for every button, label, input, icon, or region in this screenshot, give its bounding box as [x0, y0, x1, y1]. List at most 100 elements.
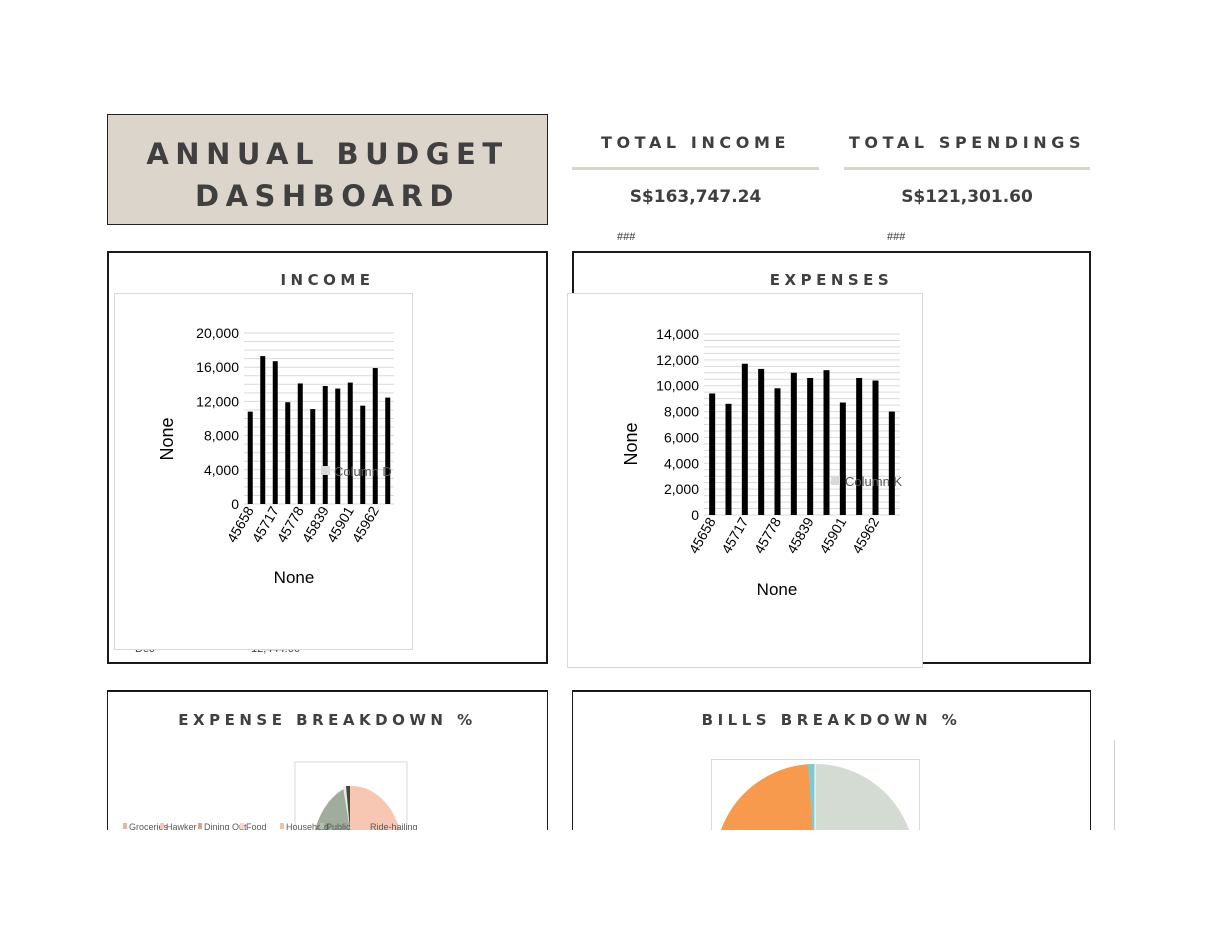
expenses-y-tick-label: 14,000 [656, 326, 699, 342]
bills-breakdown-top-border [572, 690, 1091, 692]
expenses-x-tick-label: 45778 [751, 514, 784, 556]
income-bar [247, 411, 253, 504]
income-x-axis-title: None [274, 568, 315, 587]
income-panel: INCOME [107, 251, 548, 664]
expense-legend-label: Household [286, 822, 329, 830]
expenses-legend-swatch [831, 476, 840, 485]
expense-legend-swatch [123, 823, 127, 829]
expense-breakdown-chart[interactable]: Groceries Hawker Dining Out Food Household Pu… [115, 760, 425, 830]
income-y-tick-label: 4,000 [204, 462, 239, 478]
income-y-ticks: 0 4,000 8,000 12,000 16,000 20,000 [196, 325, 239, 512]
income-y-tick-label: 8,000 [204, 428, 239, 444]
expenses-x-tick-label: 45901 [816, 514, 849, 556]
bills-breakdown-left-border [572, 690, 573, 830]
expenses-bar [709, 393, 716, 515]
expense-legend-label: Food [246, 822, 267, 830]
expenses-y-ticks: 0 2,000 4,000 6,000 8,000 10,000 12,000 14,000 [656, 326, 699, 523]
income-y-tick-label: 0 [231, 496, 239, 512]
expenses-bar [807, 377, 814, 515]
expense-legend-label: Hawker [166, 822, 197, 830]
overflow-cell-right: ### [887, 231, 906, 243]
expenses-x-axis-title: None [757, 580, 798, 599]
income-chart-svg: 0 4,000 8,000 12,000 16,000 20,000 4565845717… [157, 325, 394, 587]
expenses-bar [790, 372, 797, 515]
expenses-y-tick-label: 8,000 [664, 404, 699, 420]
income-y-tick-label: 20,000 [196, 325, 239, 341]
expenses-y-tick-label: 4,000 [664, 455, 699, 471]
expenses-chart[interactable]: 0 2,000 4,000 6,000 8,000 10,000 12,000 14,000 … [567, 293, 923, 668]
income-bar [335, 388, 341, 504]
total-income-value: S$163,747.24 [629, 187, 762, 207]
expenses-y-tick-label: 2,000 [664, 481, 699, 497]
expenses-bar [741, 363, 748, 515]
income-bar [285, 402, 291, 504]
income-y-axis-title: None [157, 417, 177, 460]
income-bar [360, 405, 366, 504]
total-spendings-label: TOTAL SPENDINGS [848, 133, 1086, 152]
expenses-bar [839, 402, 846, 515]
expense-legend-swatch [364, 823, 368, 829]
dashboard-title: ANNUAL BUDGET DASHBOARD [108, 133, 547, 217]
expense-legend-swatch [160, 823, 164, 829]
expenses-x-ticks: 45658 45717 45778 45839 45901 45962 [685, 514, 882, 556]
expenses-x-tick-label: 45962 [849, 514, 882, 556]
expense-legend-swatch [240, 823, 244, 829]
expenses-bar [725, 403, 732, 515]
title-line-2: DASHBOARD [195, 179, 460, 213]
income-panel-title: INCOME [280, 271, 375, 289]
income-bar [260, 356, 266, 504]
income-legend-swatch [321, 466, 330, 475]
expenses-y-tick-label: 12,000 [656, 352, 699, 368]
expenses-bar [872, 380, 879, 515]
expenses-bars [709, 363, 895, 515]
expense-legend-swatch [320, 823, 324, 829]
bills-breakdown-right-border [1090, 690, 1091, 830]
expense-legend-label: Groceries [129, 822, 169, 830]
income-bar [347, 382, 353, 504]
expense-pie-slice-ride-hailing [350, 785, 400, 830]
expenses-x-tick-label: 45717 [718, 514, 751, 556]
expenses-y-tick-label: 10,000 [656, 378, 699, 394]
bills-breakdown-chart[interactable] [711, 759, 920, 830]
income-y-tick-label: 16,000 [196, 359, 239, 375]
expenses-bar [823, 370, 830, 515]
bills-pie-slice-orange [721, 764, 815, 830]
expenses-panel-title: EXPENSES [769, 271, 894, 289]
bills-breakdown-svg [711, 759, 920, 830]
income-legend-label: Column D [334, 464, 392, 479]
total-income-label: TOTAL INCOME [600, 133, 791, 152]
income-chart[interactable]: 0 4,000 8,000 12,000 16,000 20,000 45658 45717… [114, 293, 413, 650]
total-spendings-value: S$121,301.60 [901, 187, 1033, 207]
expense-legend-swatch [198, 823, 202, 829]
expenses-bar [888, 411, 895, 515]
income-y-tick-label: 12,000 [196, 393, 239, 409]
expense-breakdown-left-border [107, 690, 108, 830]
expenses-y-tick-label: 6,000 [664, 429, 699, 445]
overflow-cell-left: ### [617, 231, 636, 243]
expenses-y-axis-title: None [621, 422, 641, 465]
expense-pie-slice-food [346, 786, 350, 830]
expense-pie-slice-public [315, 786, 350, 830]
expenses-y-tick-label: 0 [691, 507, 699, 523]
title-block: ANNUAL BUDGET DASHBOARD [107, 114, 548, 225]
title-line-1: ANNUAL BUDGET [146, 137, 509, 171]
expense-legend-label: Public [326, 822, 351, 830]
income-bar [310, 409, 316, 504]
bills-breakdown-title: BILLS BREAKDOWN % [701, 711, 962, 729]
expenses-bar [774, 388, 781, 515]
expenses-chart-svg: 02,0004,0006,0008,00010,00012,00014,000 … [621, 326, 902, 599]
income-bar [272, 361, 278, 504]
expense-breakdown-right-border [547, 690, 548, 830]
expense-legend-swatch [280, 823, 284, 829]
expenses-bar [856, 377, 863, 515]
income-divider [572, 167, 819, 170]
bills-pie-slice-sage [815, 764, 909, 830]
expenses-legend-label: Column K [845, 474, 902, 489]
expenses-x-tick-label: 45839 [783, 514, 816, 556]
income-bars [247, 356, 391, 504]
expense-legend-label: Dining Out [204, 822, 247, 830]
expense-breakdown-top-border [107, 690, 548, 692]
